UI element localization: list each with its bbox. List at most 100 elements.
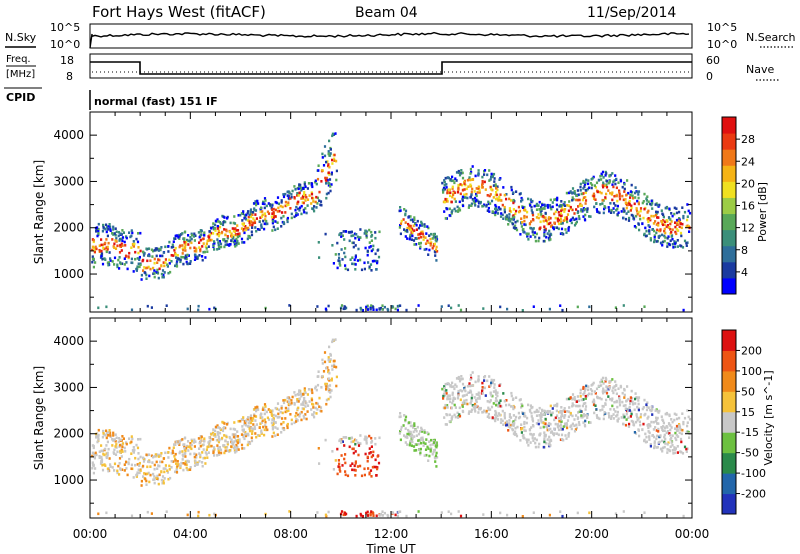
echo-cell — [645, 199, 648, 202]
echo-cell — [423, 225, 426, 228]
echo-cell — [487, 412, 490, 416]
echo-cell — [300, 197, 303, 200]
echo-cell — [154, 248, 157, 252]
echo-cell — [671, 420, 674, 424]
echo-cell — [118, 457, 122, 460]
echo-cell — [236, 239, 239, 243]
echo-cell — [661, 439, 664, 443]
echo-cell — [305, 196, 308, 199]
echo-cell — [523, 429, 526, 432]
nave-tick-bottom: 0 — [706, 70, 713, 83]
echo-cell — [208, 307, 211, 311]
echo-cell — [607, 395, 610, 398]
echo-cell — [554, 422, 557, 426]
echo-cell — [170, 260, 173, 263]
echo-cell — [667, 422, 671, 425]
echo-cell — [509, 219, 512, 223]
echo-cell — [162, 481, 165, 485]
echo-cell — [578, 410, 581, 413]
echo-cell — [331, 244, 334, 247]
echo-cell — [176, 257, 179, 260]
echo-cell — [175, 262, 178, 265]
echo-cell — [588, 186, 591, 190]
echo-cell — [457, 510, 460, 513]
echo-cell — [468, 176, 471, 179]
echo-cell — [190, 241, 193, 245]
echo-cell — [459, 308, 463, 312]
echo-cell — [679, 222, 682, 225]
echo-cell — [333, 159, 336, 162]
echo-cell — [549, 206, 552, 209]
echo-cell — [444, 176, 447, 180]
echo-cell — [223, 228, 226, 231]
echo-cell — [103, 453, 106, 457]
echo-cell — [560, 209, 563, 212]
echo-cell — [286, 218, 289, 221]
echo-cell — [442, 394, 445, 398]
echo-cell — [155, 270, 158, 274]
echo-cell — [210, 444, 213, 448]
echo-cell — [566, 220, 569, 224]
echo-cell — [535, 204, 538, 207]
echo-cell — [538, 208, 541, 211]
echo-cell — [194, 253, 197, 257]
echo-cell — [157, 464, 160, 467]
echo-cell — [321, 375, 324, 378]
echo-cell — [643, 413, 646, 417]
echo-cell — [608, 174, 611, 177]
echo-cell — [306, 204, 309, 207]
echo-cell — [234, 433, 237, 436]
echo-cell — [123, 463, 126, 466]
echo-cell — [616, 213, 619, 216]
echo-cell — [113, 263, 116, 266]
echo-cell — [498, 178, 501, 181]
echo-cell — [456, 190, 460, 194]
echo-cell — [673, 212, 676, 216]
echo-cell — [567, 415, 570, 419]
echo-cell — [477, 378, 480, 381]
echo-cell — [478, 395, 481, 398]
echo-cell — [635, 207, 638, 210]
echo-cell — [622, 413, 625, 417]
echo-cell — [564, 423, 567, 427]
echo-cell — [178, 463, 181, 467]
echo-cell — [212, 450, 215, 453]
velocity-colorbar-label: Velocity [m s^-1] — [762, 370, 775, 465]
echo-cell — [596, 210, 599, 213]
echo-cell — [163, 271, 166, 274]
echo-cell — [554, 210, 557, 214]
echo-cell — [287, 203, 290, 206]
echo-cell — [512, 414, 515, 417]
echo-cell — [521, 221, 524, 224]
echo-cell — [603, 207, 606, 211]
mode-text: normal (fast) 151 IF — [94, 95, 218, 108]
echo-cell — [633, 225, 636, 228]
x-tick-label: 20:00 — [574, 527, 609, 541]
echo-cell — [139, 437, 142, 441]
echo-cell — [311, 185, 314, 189]
echo-cell — [477, 375, 480, 378]
echo-cell — [117, 440, 120, 444]
echo-cell — [609, 211, 613, 214]
echo-cell — [255, 409, 258, 413]
echo-cell — [560, 227, 564, 231]
echo-cell — [296, 400, 299, 403]
echo-cell — [508, 419, 511, 422]
echo-cell — [669, 434, 672, 437]
echo-cell — [168, 240, 171, 244]
echo-cell — [241, 425, 244, 428]
echo-cell — [614, 174, 617, 177]
echo-cell — [670, 418, 673, 421]
echo-cell — [663, 220, 667, 223]
echo-cell — [298, 389, 301, 392]
echo-cell — [582, 181, 585, 184]
echo-cell — [233, 428, 237, 431]
echo-cell — [618, 401, 621, 404]
echo-cell — [197, 514, 200, 518]
echo-cell — [235, 237, 238, 241]
echo-cell — [446, 382, 449, 385]
echo-cell — [604, 376, 607, 380]
echo-cell — [494, 207, 497, 211]
echo-cell — [313, 209, 316, 213]
echo-cell — [578, 404, 581, 408]
